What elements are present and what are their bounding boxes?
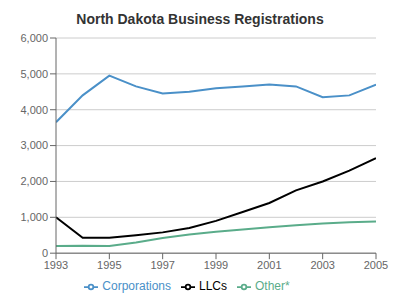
html-text:LLCs: LLCs	[199, 279, 227, 294]
svg-text:3,000: 3,000	[20, 139, 48, 151]
svg-text:6,000: 6,000	[20, 32, 48, 44]
html-text:North Dakota Business Registra: North Dakota Business Registrations	[76, 11, 324, 27]
svg-text:1999: 1999	[204, 259, 228, 271]
svg-text:1993: 1993	[44, 259, 68, 271]
svg-text:1,000: 1,000	[20, 211, 48, 223]
svg-text:2001: 2001	[257, 259, 281, 271]
svg-text:2005: 2005	[364, 259, 388, 271]
svg-text:5,000: 5,000	[20, 68, 48, 80]
svg-text:2003: 2003	[310, 259, 334, 271]
svg-text:4,000: 4,000	[20, 104, 48, 116]
svg-text:1997: 1997	[150, 259, 174, 271]
html-text:Other*: Other*	[255, 279, 290, 294]
svg-text:2,000: 2,000	[20, 175, 48, 187]
svg-text:0: 0	[42, 247, 48, 259]
html-text:Corporations: Corporations	[102, 279, 171, 294]
svg-text:1995: 1995	[97, 259, 121, 271]
